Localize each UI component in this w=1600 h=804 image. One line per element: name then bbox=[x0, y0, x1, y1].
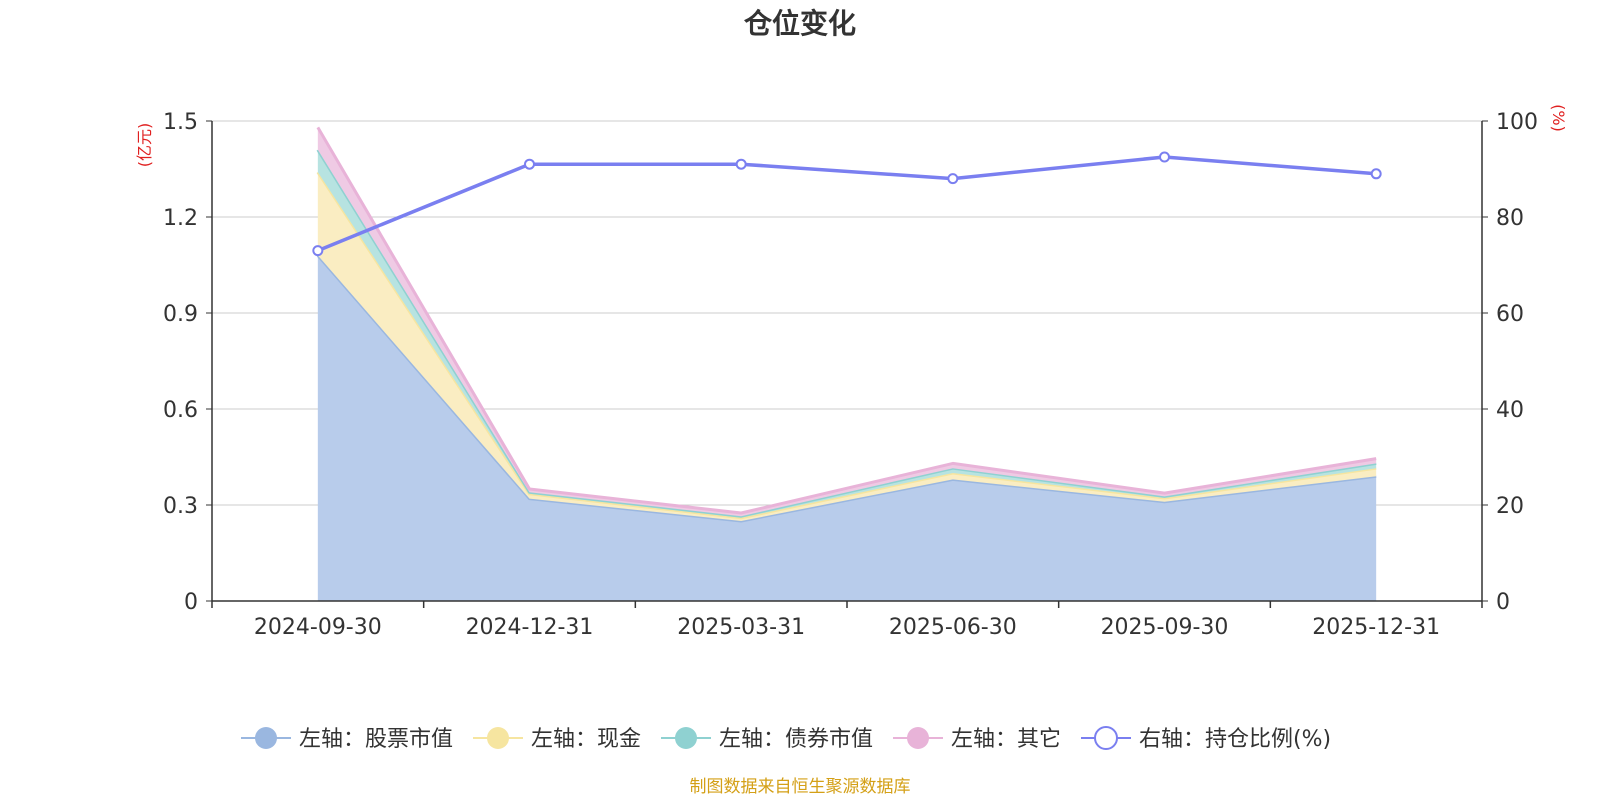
left-axis-unit: (亿元) bbox=[135, 123, 154, 168]
left-axis-tick-label: 0.3 bbox=[163, 494, 198, 519]
legend-label: 左轴：债券市值 bbox=[719, 727, 873, 752]
chart-title: 仓位变化 bbox=[744, 7, 856, 40]
area-fill bbox=[317, 172, 1377, 521]
legend-symbol-marker bbox=[487, 727, 509, 749]
position-ratio-point bbox=[1159, 151, 1170, 163]
legend-label: 左轴：股票市值 bbox=[299, 727, 453, 752]
x-axis-tick-label: 2025-12-31 bbox=[1312, 615, 1440, 640]
position-ratio-point bbox=[947, 173, 959, 185]
legend-label: 左轴：现金 bbox=[531, 727, 641, 752]
axes: 0 0.3 0.6 0.9 1.2 1.5 0 20 40 60 80 100 2024-09-30 20… bbox=[163, 110, 1538, 640]
legend-item: 右轴：持仓比例(%) bbox=[1081, 726, 1331, 752]
area-edge-line bbox=[316, 254, 1377, 523]
right-axis-tick-label: 20 bbox=[1496, 494, 1524, 519]
x-axis-tick-label: 2024-12-31 bbox=[466, 615, 594, 640]
legend-symbol-marker bbox=[1094, 726, 1118, 750]
left-axis-tick-label: 1.2 bbox=[163, 206, 198, 231]
right-axis-tick-label: 40 bbox=[1496, 398, 1524, 423]
right-axis-tick-label: 80 bbox=[1496, 206, 1524, 231]
right-axis-unit: (%) bbox=[1549, 104, 1568, 132]
area-edge-line bbox=[316, 126, 1377, 515]
position-ratio-point bbox=[524, 158, 535, 170]
data-source-note: 制图数据来自恒生聚源数据库 bbox=[690, 777, 911, 797]
legend-symbol-marker bbox=[255, 727, 277, 749]
left-axis-tick-label: 0.6 bbox=[163, 398, 198, 423]
legend-item: 左轴：现金 bbox=[473, 727, 641, 752]
position-ratio-line bbox=[312, 151, 1382, 257]
legend-item: 左轴：其它 bbox=[893, 727, 1061, 752]
right-axis-tick-label: 0 bbox=[1496, 590, 1510, 615]
position-ratio-point bbox=[1370, 168, 1382, 180]
x-axis-tick-label: 2024-09-30 bbox=[254, 615, 382, 640]
legend-item: 左轴：债券市值 bbox=[661, 727, 873, 752]
x-axis-tick-label: 2025-06-30 bbox=[889, 615, 1017, 640]
position-ratio-point bbox=[312, 245, 324, 257]
right-axis-tick-label: 100 bbox=[1496, 110, 1538, 135]
left-axis-tick-label: 0.9 bbox=[163, 302, 198, 327]
legend-symbol-marker bbox=[675, 727, 697, 749]
x-axis-tick-label: 2025-09-30 bbox=[1101, 615, 1229, 640]
x-axis-tick-label: 2025-03-31 bbox=[677, 615, 805, 640]
legend-label: 右轴：持仓比例(%) bbox=[1139, 727, 1331, 752]
left-axis-tick-label: 0 bbox=[184, 590, 198, 615]
legend: 左轴：股票市值 左轴：现金 左轴：债券市值 左轴：其它 右轴：持仓比例(%) bbox=[241, 726, 1331, 752]
left-axis-tick-label: 1.5 bbox=[163, 110, 198, 135]
area-fill bbox=[317, 255, 1377, 601]
legend-symbol-marker bbox=[907, 727, 929, 749]
right-axis-tick-label: 60 bbox=[1496, 302, 1524, 327]
legend-label: 左轴：其它 bbox=[951, 727, 1061, 752]
stacked-areas bbox=[316, 126, 1377, 601]
legend-item: 左轴：股票市值 bbox=[241, 727, 453, 752]
position-ratio-polyline bbox=[317, 155, 1377, 253]
position-ratio-point bbox=[735, 158, 747, 170]
